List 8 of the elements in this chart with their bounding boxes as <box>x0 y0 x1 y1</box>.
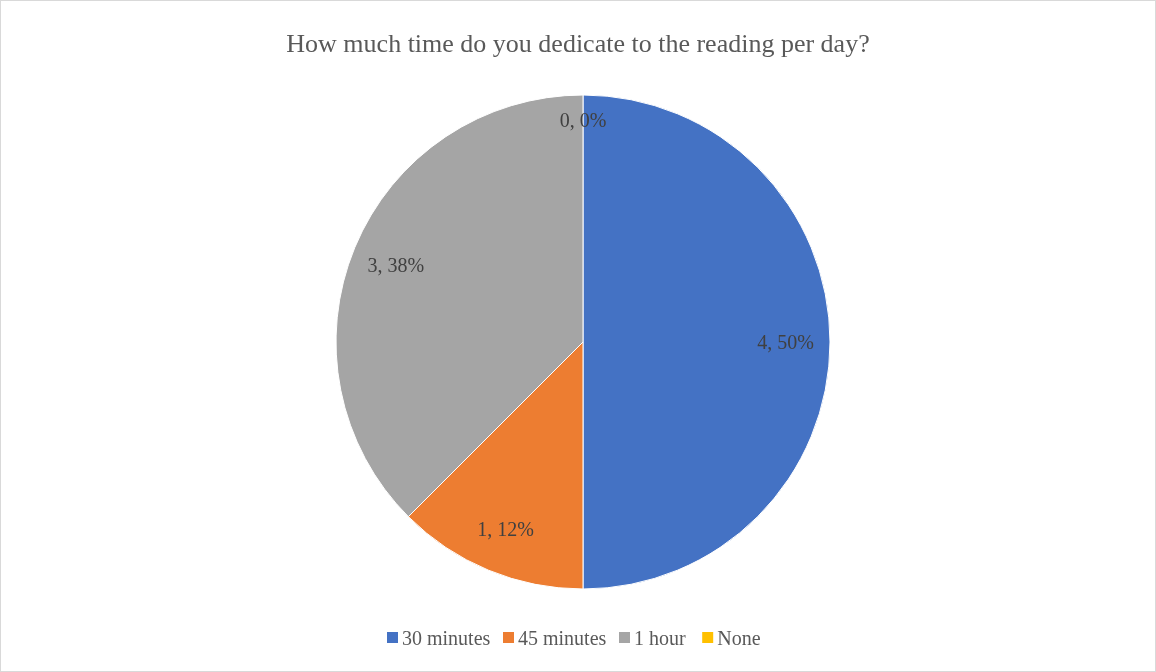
chart-title: How much time do you dedicate to the reading per day? <box>286 29 870 58</box>
legend-label: 1 hour <box>634 627 686 649</box>
legend-label: 30 minutes <box>402 627 491 649</box>
data-label: 4, 50% <box>757 331 814 353</box>
data-label: 1, 12% <box>477 518 534 541</box>
legend-label: 45 minutes <box>518 627 607 649</box>
data-label: 3, 38% <box>367 253 425 276</box>
legend-label: None <box>717 627 761 649</box>
